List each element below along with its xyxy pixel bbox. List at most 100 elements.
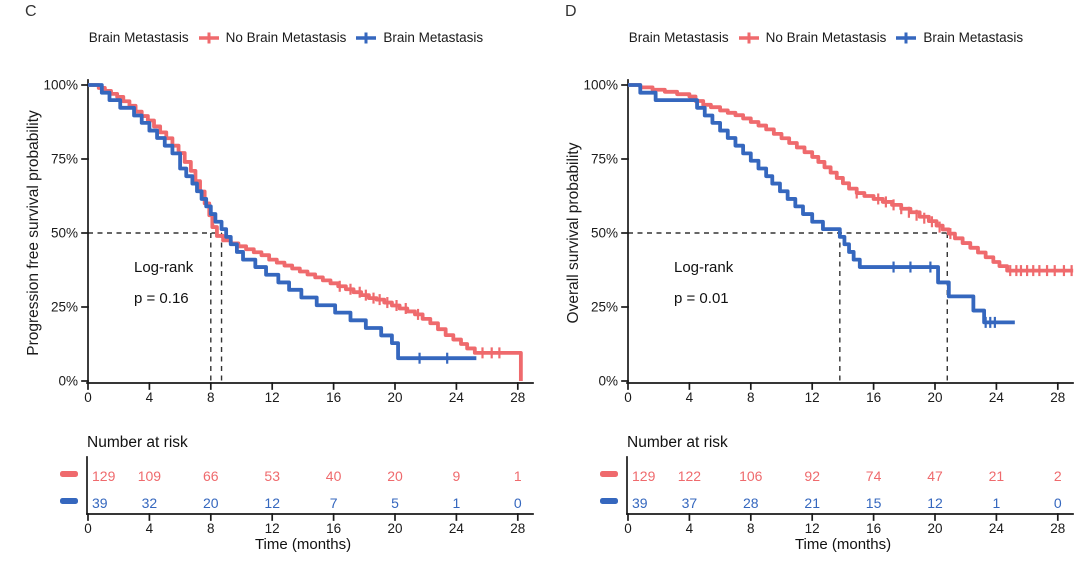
y-axis-label-d: Overall survival probability bbox=[565, 142, 582, 324]
svg-text:16: 16 bbox=[326, 521, 341, 536]
svg-text:8: 8 bbox=[207, 521, 215, 536]
y-axis-label-c: Progression free survival probability bbox=[25, 110, 42, 356]
svg-text:0: 0 bbox=[1054, 495, 1062, 511]
plus-marker-icon bbox=[355, 31, 377, 45]
svg-text:4: 4 bbox=[146, 390, 154, 405]
svg-text:47: 47 bbox=[927, 468, 943, 484]
legend-label: Brain Metastasis bbox=[383, 30, 484, 45]
legend-title: Brain Metastasis bbox=[88, 30, 189, 45]
legend-label: No Brain Metastasis bbox=[225, 30, 347, 45]
legend-c: Brain Metastasis No Brain Metastasis Bra… bbox=[36, 30, 536, 45]
svg-text:75%: 75% bbox=[591, 152, 618, 167]
svg-text:12: 12 bbox=[265, 521, 280, 536]
svg-text:40: 40 bbox=[326, 468, 342, 484]
svg-text:129: 129 bbox=[632, 468, 656, 484]
svg-text:16: 16 bbox=[866, 390, 881, 405]
svg-text:24: 24 bbox=[989, 390, 1005, 405]
svg-text:15: 15 bbox=[866, 495, 882, 511]
svg-text:12: 12 bbox=[805, 390, 820, 405]
svg-text:16: 16 bbox=[326, 390, 341, 405]
svg-text:8: 8 bbox=[747, 521, 755, 536]
km-plot-c: 0% 25% 50% 75% 100% 0 4 8 12 16 20 24 28 0 4 8 12 16 20 24 2… bbox=[43, 78, 534, 536]
svg-text:100%: 100% bbox=[583, 78, 618, 93]
svg-text:129: 129 bbox=[92, 468, 116, 484]
panel-c: 0% 25% 50% 75% 100% 0 4 8 12 16 20 24 28 0 4 8 12 16 20 24 2… bbox=[25, 3, 536, 553]
legend-label: Brain Metastasis bbox=[923, 30, 1024, 45]
legend-d: Brain Metastasis No Brain Metastasis Bra… bbox=[576, 30, 1076, 45]
x-axis-label-d: Time (months) bbox=[794, 536, 892, 553]
panel-label-d: D bbox=[565, 3, 577, 20]
logrank-annotation-c: Log-rank p = 0.16 bbox=[134, 252, 193, 314]
svg-text:28: 28 bbox=[510, 390, 525, 405]
svg-text:2: 2 bbox=[1054, 468, 1062, 484]
p-value: p = 0.01 bbox=[674, 290, 729, 307]
legend-item-no-brain-metastasis: No Brain Metastasis bbox=[738, 30, 887, 45]
svg-text:0%: 0% bbox=[58, 374, 78, 389]
svg-text:122: 122 bbox=[678, 468, 702, 484]
legend-item-brain-metastasis: Brain Metastasis bbox=[895, 30, 1023, 45]
plus-marker-icon bbox=[738, 31, 760, 45]
svg-text:0: 0 bbox=[624, 521, 632, 536]
svg-text:28: 28 bbox=[743, 495, 759, 511]
svg-text:39: 39 bbox=[92, 495, 108, 511]
svg-text:37: 37 bbox=[682, 495, 698, 511]
legend-item-brain-metastasis: Brain Metastasis bbox=[355, 30, 483, 45]
svg-text:25%: 25% bbox=[51, 300, 78, 315]
svg-text:7: 7 bbox=[330, 495, 338, 511]
svg-text:106: 106 bbox=[739, 468, 763, 484]
svg-text:50%: 50% bbox=[591, 226, 618, 241]
svg-text:4: 4 bbox=[686, 521, 694, 536]
svg-text:1: 1 bbox=[514, 468, 522, 484]
legend-item-no-brain-metastasis: No Brain Metastasis bbox=[198, 30, 347, 45]
legend-label: No Brain Metastasis bbox=[765, 30, 887, 45]
svg-text:109: 109 bbox=[138, 468, 162, 484]
svg-text:8: 8 bbox=[747, 390, 755, 405]
svg-text:4: 4 bbox=[146, 521, 154, 536]
plus-marker-icon bbox=[895, 31, 917, 45]
svg-text:92: 92 bbox=[804, 468, 820, 484]
svg-text:20: 20 bbox=[387, 468, 403, 484]
svg-text:0: 0 bbox=[84, 521, 92, 536]
svg-text:32: 32 bbox=[142, 495, 158, 511]
svg-text:1: 1 bbox=[453, 495, 461, 511]
svg-text:0: 0 bbox=[84, 390, 92, 405]
svg-text:20: 20 bbox=[203, 495, 219, 511]
svg-text:53: 53 bbox=[264, 468, 280, 484]
svg-text:9: 9 bbox=[453, 468, 461, 484]
risk-table-title-d: Number at risk bbox=[627, 434, 728, 451]
logrank-label: Log-rank bbox=[674, 259, 734, 276]
svg-text:20: 20 bbox=[387, 390, 402, 405]
legend-title: Brain Metastasis bbox=[628, 30, 729, 45]
svg-text:5: 5 bbox=[391, 495, 399, 511]
svg-text:24: 24 bbox=[449, 390, 465, 405]
svg-text:12: 12 bbox=[927, 495, 943, 511]
svg-text:50%: 50% bbox=[51, 226, 78, 241]
svg-text:24: 24 bbox=[449, 521, 465, 536]
svg-text:21: 21 bbox=[804, 495, 820, 511]
svg-text:74: 74 bbox=[866, 468, 882, 484]
svg-text:75%: 75% bbox=[51, 152, 78, 167]
svg-text:20: 20 bbox=[387, 521, 402, 536]
km-plot-d: 0%25%50%75%100%0 4 8 12 16 20 24 280 4 8 12 16 20 24 2… bbox=[583, 78, 1074, 536]
svg-text:4: 4 bbox=[686, 390, 694, 405]
svg-text:28: 28 bbox=[1050, 521, 1065, 536]
svg-text:39: 39 bbox=[632, 495, 648, 511]
svg-text:25%: 25% bbox=[591, 300, 618, 315]
panel-label-c: C bbox=[25, 3, 37, 20]
p-value: p = 0.16 bbox=[134, 290, 189, 307]
logrank-label: Log-rank bbox=[134, 259, 194, 276]
svg-text:0: 0 bbox=[514, 495, 522, 511]
svg-text:0%: 0% bbox=[598, 374, 618, 389]
svg-text:28: 28 bbox=[510, 521, 525, 536]
svg-text:1: 1 bbox=[993, 495, 1001, 511]
svg-text:0: 0 bbox=[624, 390, 632, 405]
svg-text:20: 20 bbox=[927, 390, 942, 405]
svg-text:12: 12 bbox=[265, 390, 280, 405]
svg-text:8: 8 bbox=[207, 390, 215, 405]
risk-table-title-c: Number at risk bbox=[87, 434, 188, 451]
svg-text:12: 12 bbox=[805, 521, 820, 536]
x-axis-label-c: Time (months) bbox=[254, 536, 352, 553]
svg-text:16: 16 bbox=[866, 521, 881, 536]
logrank-annotation-d: Log-rank p = 0.01 bbox=[674, 252, 733, 314]
